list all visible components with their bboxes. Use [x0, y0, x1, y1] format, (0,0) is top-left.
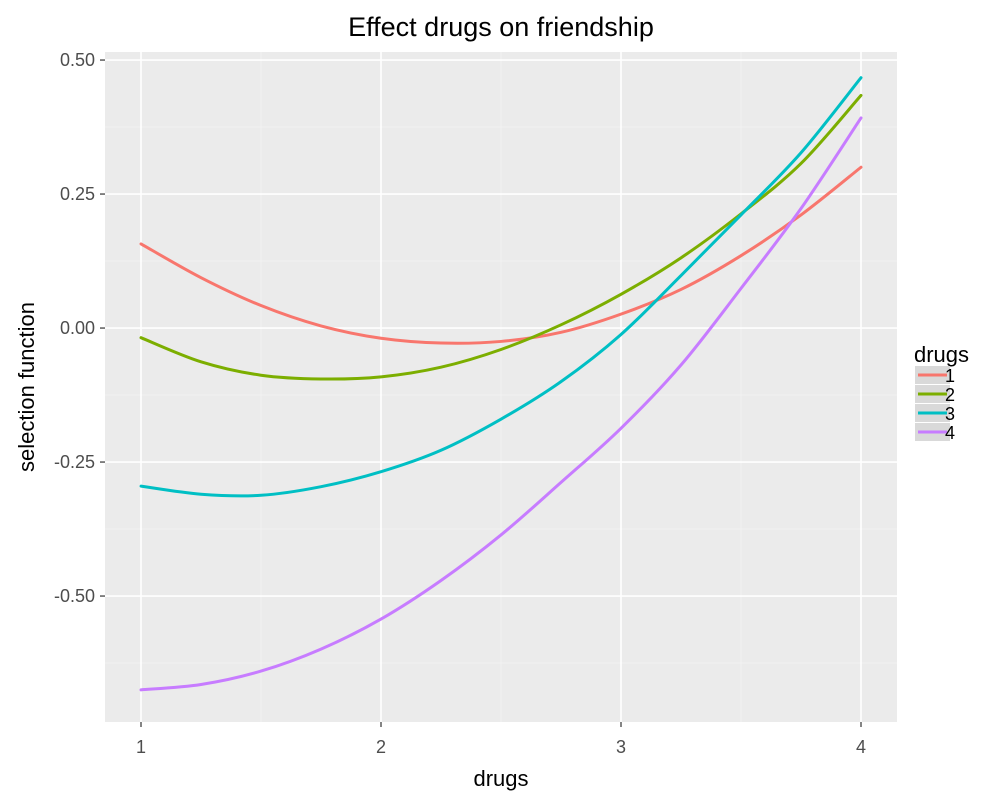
minor-gridlines [105, 52, 897, 722]
y-tick-label: 0.00 [60, 318, 95, 338]
x-tick-label: 4 [856, 737, 866, 757]
y-tick-label: 0.50 [60, 50, 95, 70]
y-tick-label: -0.50 [54, 586, 95, 606]
y-tick-label: -0.25 [54, 452, 95, 472]
x-tick-label: 2 [376, 737, 386, 757]
y-axis-label: selection function [14, 302, 39, 472]
series-line-4 [139, 116, 863, 692]
y-axis: -0.50 -0.25 0.00 0.25 0.50 [54, 50, 105, 606]
legend-label: 2 [945, 385, 955, 405]
x-tick-label: 3 [616, 737, 626, 757]
series-lines [139, 76, 863, 692]
series-line-1 [139, 165, 863, 345]
legend-label: 1 [945, 366, 955, 386]
x-axis-label: drugs [473, 766, 528, 791]
chart-title: Effect drugs on friendship [348, 12, 654, 42]
x-axis: 1 2 3 4 [136, 722, 866, 757]
y-tick-label: 0.25 [60, 184, 95, 204]
x-tick-label: 1 [136, 737, 146, 757]
series-line-3 [139, 76, 863, 498]
legend-title: drugs [914, 342, 969, 367]
legend-label: 4 [945, 423, 955, 443]
legend-label: 3 [945, 404, 955, 424]
